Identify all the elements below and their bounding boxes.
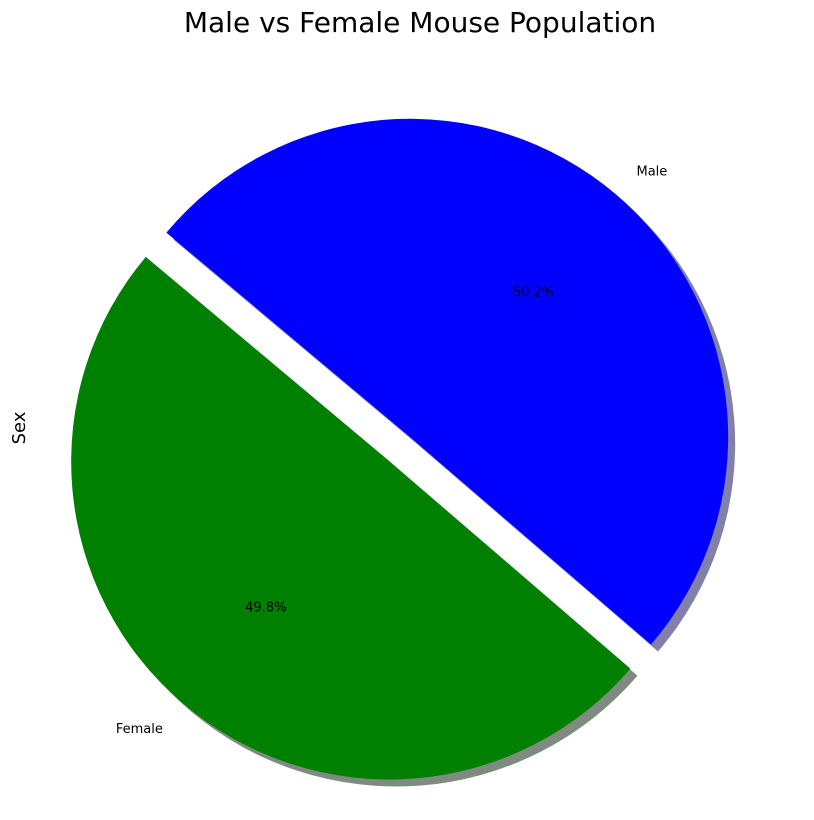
chart-title: Male vs Female Mouse Population (184, 6, 656, 39)
slice-percent-label-male: 50.2% (513, 286, 554, 301)
pie-labels: Female 49.8% Male 50.2% (116, 165, 667, 737)
pie-slice-male (166, 118, 729, 645)
slice-percent-label-female: 49.8% (245, 601, 286, 616)
pie-slices (71, 118, 729, 780)
slice-label-female: Female (116, 722, 163, 737)
y-axis-label: Sex (9, 411, 30, 444)
pie-slice-female (71, 256, 631, 780)
slice-label-male: Male (637, 165, 668, 180)
